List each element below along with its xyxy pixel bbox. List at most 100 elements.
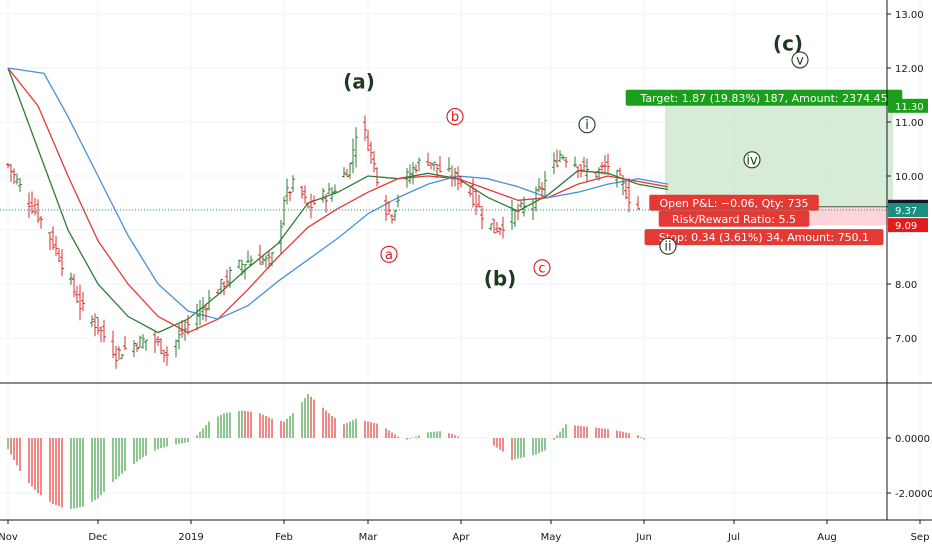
time-tick-label: Aug (817, 532, 837, 543)
ohlc-bar (93, 313, 97, 337)
ohlc-bar (324, 194, 328, 213)
ohlc-bar (312, 195, 316, 205)
target-label: Target: 1.87 (19.83%) 187, Amount: 2374.… (625, 89, 903, 106)
ohlc-bar (222, 280, 226, 296)
ohlc-bar (249, 255, 253, 265)
ohlc-bar (636, 196, 640, 210)
ohlc-bar (51, 226, 55, 250)
moving-averages (7, 67, 669, 334)
ohlc-bar (258, 244, 262, 265)
ohlc-bar (369, 141, 373, 164)
ohlc-bar (285, 178, 289, 205)
ohlc-bar (279, 219, 283, 255)
ohlc-bar (348, 162, 352, 179)
wave-label-circle (791, 51, 809, 69)
risk-reward-label: Risk/Reward Ratio: 5.5 (658, 210, 810, 227)
time-tick-label: Sep (911, 532, 930, 543)
profit-zone[interactable] (665, 105, 893, 207)
wave-label-circle (446, 108, 464, 126)
ohlc-bar (489, 223, 493, 231)
time-tick-label: Mar (359, 532, 379, 543)
pnl-label: Open P&L: −0.06, Qty: 735 (649, 194, 819, 211)
ohlc-bar (372, 151, 376, 173)
ohlc-bar (27, 192, 31, 218)
ohlc-bar (498, 227, 502, 236)
price-axis-label-bg (888, 218, 928, 233)
ohlc-bar (558, 150, 562, 163)
ohlc-bar (573, 156, 577, 168)
ohlc-bar (60, 249, 64, 277)
ohlc-bar (621, 175, 625, 196)
ohlc-bar (351, 138, 355, 174)
ohlc-bar (90, 315, 94, 328)
ohlc-bar (102, 319, 106, 343)
ohlc-bar (585, 158, 589, 182)
ohlc-bar (153, 330, 157, 353)
ohlc-bar (495, 221, 499, 234)
ohlc-bar (576, 165, 580, 179)
ohlc-bar (165, 346, 169, 366)
ohlc-bar (627, 177, 631, 213)
wave-label: (b) (484, 267, 517, 291)
ohlc-bar (387, 201, 391, 215)
ohlc-bar (261, 255, 265, 265)
ohlc-bar (471, 178, 475, 208)
ohlc-bar (243, 263, 247, 280)
ohlc-bar (459, 175, 463, 188)
ohlc-bar (582, 156, 586, 172)
wave-label: (a) (343, 70, 375, 94)
ohlc-bar (141, 334, 145, 349)
ohlc-bar (54, 235, 58, 257)
wave-label-text: i (585, 118, 589, 133)
ohlc-bar (354, 127, 358, 168)
ohlc-bar (156, 336, 160, 346)
ohlc-bar (393, 209, 397, 222)
wave-label-text: (a) (343, 70, 375, 94)
ohlc-bar (228, 266, 232, 288)
ohlc-bar (303, 185, 307, 204)
ohlc-bar (594, 172, 598, 179)
time-tick-label: Apr (452, 532, 470, 543)
ohlc-bar (396, 194, 400, 208)
ohlc-bar (267, 250, 271, 269)
moving-average-line (7, 67, 669, 320)
ohlc-bar (342, 167, 346, 178)
wave-label: i (578, 116, 596, 134)
price-bars (0, 115, 887, 369)
position-tool[interactable]: Target: 1.87 (19.83%) 187, Amount: 2374.… (625, 89, 903, 246)
ohlc-bar (180, 320, 184, 339)
ohlc-bar (543, 170, 547, 199)
ohlc-bar (366, 129, 370, 151)
ohlc-bar (300, 185, 304, 199)
ohlc-bar (447, 157, 451, 172)
time-tick-label: Feb (275, 532, 293, 543)
ohlc-bar (291, 175, 295, 193)
osc-tick-label: -2.0000 (895, 489, 932, 500)
wave-label-text: a (385, 248, 393, 263)
ohlc-bar (429, 162, 433, 170)
wave-label-text: (b) (484, 267, 517, 291)
price-tick-label: 12.00 (895, 64, 924, 75)
ohlc-bar (321, 188, 325, 203)
ohlc-bar (162, 349, 166, 363)
ohlc-bar (216, 288, 220, 294)
ohlc-bar (132, 340, 136, 358)
ohlc-bar (537, 178, 541, 193)
ohlc-bar (240, 259, 244, 276)
ohlc-bar (438, 156, 442, 173)
wave-label-circle (659, 237, 677, 255)
ohlc-bar (246, 250, 250, 263)
wave-label: v (791, 51, 809, 69)
price-axis-label-bg (888, 98, 928, 113)
wave-label: iv (743, 151, 761, 169)
ohlc-bar (450, 165, 454, 187)
price-axis-label: 9.09 (888, 218, 928, 233)
ohlc-bar (552, 152, 556, 175)
price-tick-label: 13.00 (895, 10, 924, 21)
ohlc-bar (270, 251, 274, 267)
ohlc-bar (135, 342, 139, 352)
price-labels: 11.309.439.379.09 (888, 98, 928, 233)
ohlc-bar (204, 303, 208, 322)
ohlc-bar (375, 167, 379, 187)
